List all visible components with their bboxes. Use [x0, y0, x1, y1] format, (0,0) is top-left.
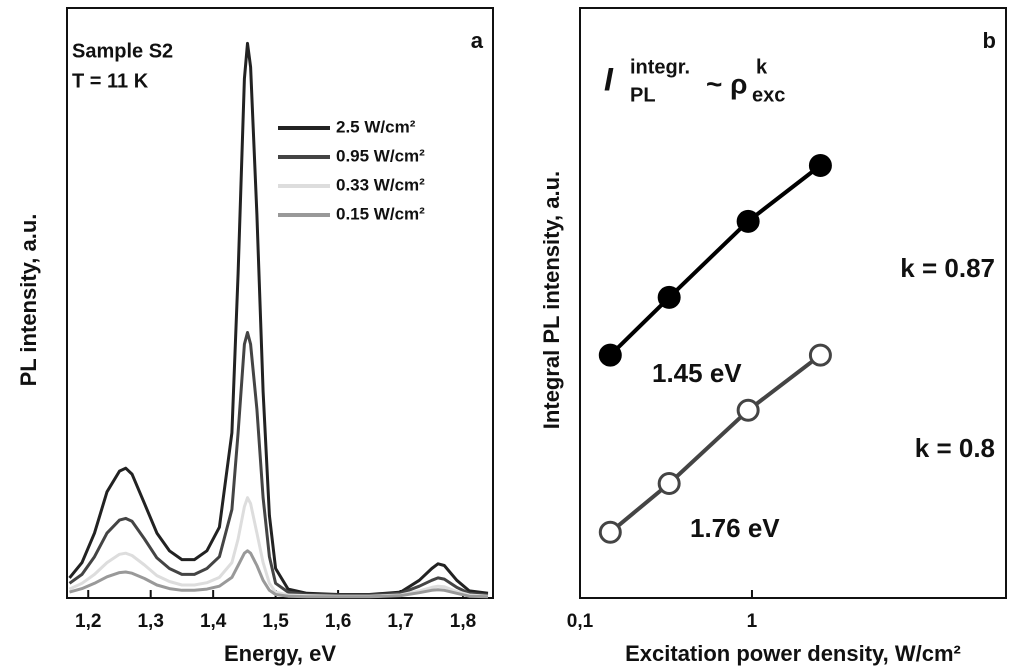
series-label: 1.45 eV — [652, 358, 742, 388]
x-tick-label: 1,2 — [75, 611, 101, 632]
formula: ~ ρ — [706, 68, 747, 99]
series-line — [68, 496, 489, 598]
data-point — [808, 154, 832, 178]
formula: k — [756, 56, 768, 78]
formula: exc — [752, 84, 785, 106]
x-tick-label: 1 — [747, 611, 758, 632]
series-line — [68, 331, 489, 597]
panel-label: b — [983, 28, 996, 53]
annotation: Sample S2 — [72, 40, 173, 62]
fit-label: k = 0.87 — [900, 253, 995, 283]
data-point — [736, 209, 760, 233]
data-point — [598, 520, 622, 544]
legend-label: 0.15 W/cm² — [336, 204, 425, 223]
series-line — [609, 353, 822, 534]
series-label: 1.76 eV — [690, 513, 780, 543]
plot-frame — [66, 7, 494, 599]
panel-label: a — [471, 28, 484, 53]
data-point — [598, 343, 622, 367]
x-tick-label: 1,4 — [200, 611, 227, 632]
legend-label: 0.33 W/cm² — [336, 175, 425, 194]
data-point — [736, 398, 760, 422]
x-axis-title: Excitation power density, W/cm² — [625, 641, 961, 666]
legend-label: 2.5 W/cm² — [336, 117, 416, 136]
legend-label: 0.95 W/cm² — [336, 146, 425, 165]
y-axis-title: Integral PL intensity, a.u. — [539, 171, 564, 429]
series-line — [608, 163, 822, 357]
x-tick-label: 1,8 — [450, 611, 476, 632]
x-axis-title: Energy, eV — [224, 641, 336, 666]
x-tick-label: 1,6 — [325, 611, 351, 632]
series-line — [68, 41, 489, 596]
data-point — [808, 343, 832, 367]
data-point — [657, 471, 681, 495]
annotation: T = 11 K — [72, 70, 149, 92]
x-tick-label: 1,3 — [137, 611, 163, 632]
data-point — [657, 285, 681, 309]
formula: PL — [630, 84, 656, 106]
x-tick-label: 0,1 — [567, 611, 594, 632]
formula: I — [604, 61, 614, 97]
formula: integr. — [630, 56, 690, 78]
x-tick-label: 1,5 — [262, 611, 289, 632]
fit-label: k = 0.8 — [915, 433, 995, 463]
series-line — [69, 549, 489, 599]
x-tick-label: 1,7 — [387, 611, 413, 632]
plot-frame — [579, 7, 1007, 599]
y-axis-title: PL intensity, a.u. — [16, 214, 41, 387]
